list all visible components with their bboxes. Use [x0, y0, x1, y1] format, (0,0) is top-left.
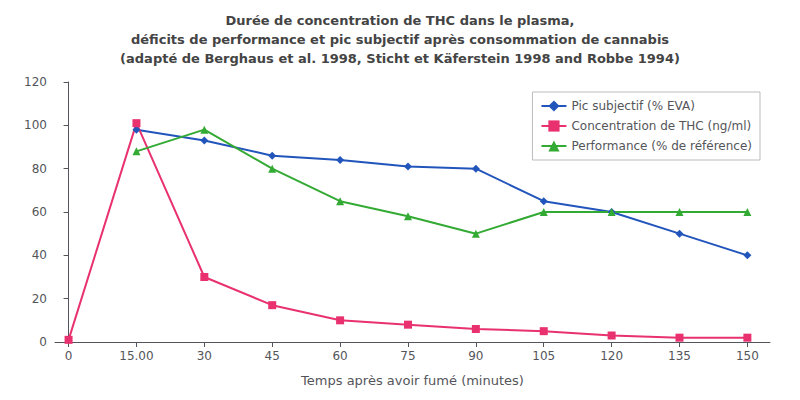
svg-text:Pic subjectif (% EVA): Pic subjectif (% EVA) — [571, 99, 694, 113]
svg-text:0: 0 — [65, 349, 73, 363]
svg-text:45: 45 — [265, 349, 280, 363]
svg-text:20: 20 — [32, 292, 47, 306]
svg-text:105: 105 — [532, 349, 555, 363]
svg-text:75: 75 — [400, 349, 415, 363]
svg-text:0: 0 — [39, 335, 47, 349]
svg-text:100: 100 — [24, 118, 47, 132]
svg-text:90: 90 — [468, 349, 483, 363]
svg-text:60: 60 — [332, 349, 347, 363]
svg-text:150: 150 — [736, 349, 759, 363]
svg-text:(adapté de Berghaus et al. 199: (adapté de Berghaus et al. 1998, Sticht … — [120, 51, 680, 66]
svg-text:15.00: 15.00 — [119, 349, 153, 363]
svg-text:80: 80 — [32, 162, 47, 176]
svg-text:Temps après avoir fumé (minute: Temps après avoir fumé (minutes) — [300, 373, 524, 388]
svg-text:30: 30 — [197, 349, 212, 363]
svg-text:Concentration de THC (ng/ml): Concentration de THC (ng/ml) — [571, 119, 751, 133]
svg-text:déficits de performance et pic: déficits de performance et pic subjectif… — [131, 32, 669, 47]
svg-text:Durée de concentration de THC: Durée de concentration de THC dans le pl… — [225, 13, 574, 28]
svg-text:120: 120 — [600, 349, 623, 363]
svg-text:60: 60 — [32, 205, 47, 219]
svg-text:40: 40 — [32, 248, 47, 262]
svg-text:135: 135 — [668, 349, 691, 363]
svg-text:120: 120 — [24, 75, 47, 89]
svg-text:Performance (% de référence): Performance (% de référence) — [571, 139, 752, 153]
